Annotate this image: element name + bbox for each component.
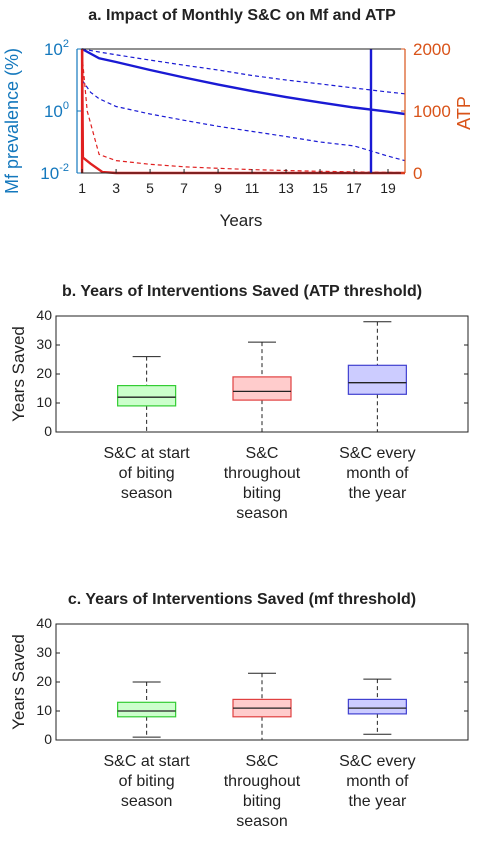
panel-b-plot: 0 10 20 30 40 S&C at start of biting season S&C t… xyxy=(9,307,469,522)
panel-b-y-tick-label: 10 xyxy=(36,394,52,410)
panel-b-y-tick-label: 20 xyxy=(36,365,52,381)
panel-a-right-tick-label: 1000 xyxy=(413,102,451,121)
panel-b-y-tick-label: 0 xyxy=(44,423,52,439)
panel-c-category-label: S&C every xyxy=(339,753,415,770)
panel-b-category-label: season xyxy=(236,505,288,522)
panel-c-box-3 xyxy=(347,698,407,715)
panel-a-x-tick-label: 1 xyxy=(78,180,86,196)
panel-b-category-label: the year xyxy=(348,485,406,502)
panel-b-box-2 xyxy=(232,376,292,401)
panel-c-y-tick-label: 20 xyxy=(36,673,52,689)
panel-c-category-label: season xyxy=(236,813,288,830)
panel-b-category-label: season xyxy=(121,485,173,502)
panel-c-title: c. Years of Interventions Saved (mf thre… xyxy=(68,591,416,608)
panel-c-category-label: the year xyxy=(348,793,406,810)
panel-a-right-axis-label: ATP xyxy=(454,96,474,130)
panel-a-series-line-1 xyxy=(81,48,406,95)
panel-c-category-label: throughout xyxy=(224,773,301,790)
panel-b-box-1 xyxy=(117,385,177,407)
panel-b-category-label: S&C every xyxy=(339,445,415,462)
panel-a-x-tick-label: 19 xyxy=(380,180,396,196)
panel-b-y-tick-label: 40 xyxy=(36,307,52,323)
panel-b-category-label: S&C at start xyxy=(104,445,191,462)
panel-a-right-tick-label: 2000 xyxy=(413,40,451,59)
panel-a-left-tick-label: 102 xyxy=(44,38,69,59)
panel-b-title: b. Years of Interventions Saved (ATP thr… xyxy=(62,283,422,300)
panel-a-title: a. Impact of Monthly S&C on Mf and ATP xyxy=(88,7,396,24)
panel-a-x-tick-label: 9 xyxy=(214,180,222,196)
panel-c-y-label: Years Saved xyxy=(9,634,28,730)
panel-a-plot-area xyxy=(77,49,405,173)
panel-a-left-axis-label: Mf prevalence (%) xyxy=(2,48,22,194)
panel-c-category-label: month of xyxy=(346,773,409,790)
panel-c-y-tick-label: 40 xyxy=(36,615,52,631)
panel-b-category-label: throughout xyxy=(224,465,301,482)
panel-c-category-label: S&C xyxy=(246,753,279,770)
panel-b-category-label: S&C xyxy=(246,445,279,462)
panel-c-y-tick-label: 0 xyxy=(44,731,52,747)
panel-b-category-label: biting xyxy=(243,485,281,502)
panel-a-x-tick-label: 13 xyxy=(278,180,294,196)
panel-a-x-tick-label: 15 xyxy=(312,180,328,196)
panel-c-category-label: of biting xyxy=(119,773,175,790)
panel-a-left-tick-label: 10-2 xyxy=(40,162,69,183)
panel-c-plot: 0 10 20 30 40 S&C at start of biting season S&C t… xyxy=(9,615,469,830)
panel-b-category-label: month of xyxy=(346,465,409,482)
panel-b-box-3 xyxy=(347,364,407,395)
panel-a-x-tick-label: 5 xyxy=(146,180,154,196)
panel-c-category-label: season xyxy=(121,793,173,810)
panel-a-x-label: Years xyxy=(220,211,263,230)
panel-a-series-line-0 xyxy=(81,47,406,116)
panel-a-right-tick-label: 0 xyxy=(413,164,422,183)
panel-c-box-1 xyxy=(117,701,177,718)
panel-b-y-tick-label: 30 xyxy=(36,336,52,352)
panel-a-x-tick-label: 17 xyxy=(346,180,362,196)
panel-b-y-label: Years Saved xyxy=(9,326,28,422)
panel-a-plot: 1 3 5 7 9 11 13 15 17 1910-2100102010002000YearsM… xyxy=(2,38,474,230)
panel-a-series-line-2 xyxy=(81,79,406,162)
panel-c-y-tick-label: 30 xyxy=(36,644,52,660)
panel-a-left-tick-label: 100 xyxy=(44,100,69,121)
panel-b-category-label: of biting xyxy=(119,465,175,482)
panel-c-category-label: biting xyxy=(243,793,281,810)
panel-c-y-tick-label: 10 xyxy=(36,702,52,718)
panel-c-category-label: S&C at start xyxy=(104,753,191,770)
panel-a-x-tick-label: 11 xyxy=(245,180,260,196)
panel-a-x-tick-label: 3 xyxy=(112,180,120,196)
panel-a-x-tick-label: 7 xyxy=(180,180,188,196)
